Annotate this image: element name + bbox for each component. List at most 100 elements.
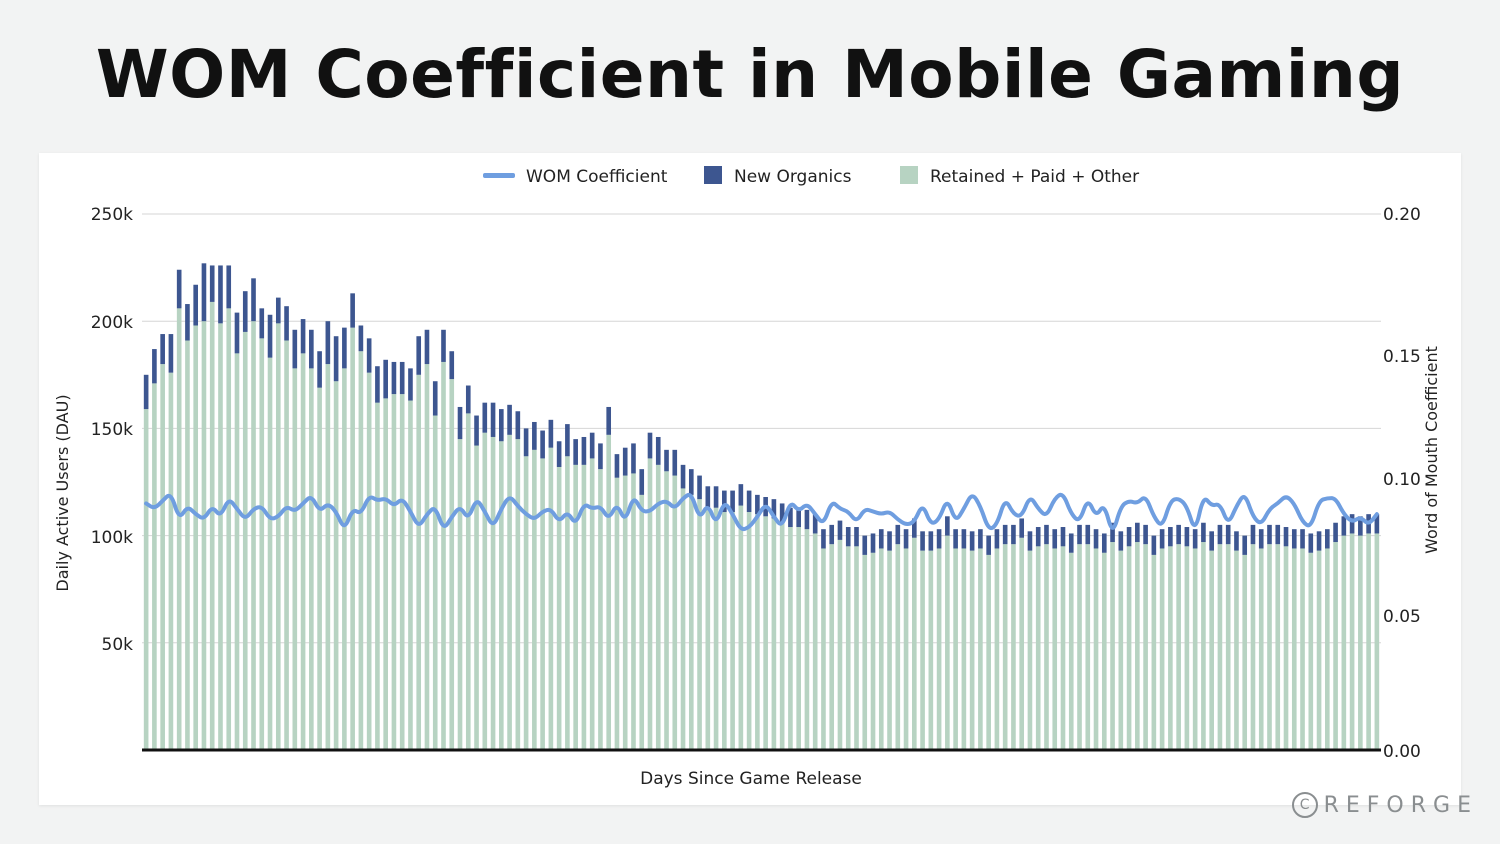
retained-bar: [1184, 546, 1190, 750]
new-organics-bar: [738, 484, 744, 506]
new-organics-bar: [887, 531, 892, 551]
retained-bar: [1300, 548, 1305, 750]
new-organics-bar: [1349, 514, 1355, 534]
retained-bar: [441, 361, 446, 750]
new-organics-bar: [878, 529, 884, 549]
legend-wom-label: WOM Coefficient: [526, 167, 668, 187]
retained-bar: [713, 507, 719, 750]
retained-bar: [1159, 548, 1165, 750]
new-organics-bar: [1027, 531, 1033, 551]
new-organics-bar: [499, 409, 504, 442]
retained-bar: [540, 458, 545, 750]
retained-bar: [837, 539, 843, 750]
new-organics-bar: [854, 527, 859, 547]
new-organics-bar: [664, 449, 669, 472]
new-organics-bar: [1217, 524, 1223, 545]
retained-bar: [1077, 544, 1082, 750]
retained-bar: [854, 546, 859, 750]
new-organics-bar: [399, 361, 405, 395]
new-organics-bar: [581, 436, 587, 465]
new-organics-bar: [234, 312, 240, 354]
retained-bar: [1201, 542, 1206, 750]
new-organics-bar: [639, 469, 645, 495]
new-organics-bar: [1308, 533, 1314, 553]
left-tick-50k: 50k: [102, 635, 134, 655]
retained-bar: [779, 522, 785, 750]
legend-retained-swatch: [900, 166, 918, 184]
retained-bar: [201, 321, 207, 750]
retained-bar: [515, 439, 521, 750]
new-organics-bar: [342, 327, 347, 369]
new-organics-bar: [945, 516, 950, 536]
retained-bar: [548, 447, 554, 750]
retained-bar: [1209, 550, 1214, 750]
retained-bar: [903, 548, 909, 750]
right-tick-0.00: 0.00: [1383, 742, 1421, 762]
new-organics-bar: [317, 351, 322, 388]
retained-bar: [1143, 544, 1148, 750]
retained-bar: [1126, 546, 1132, 750]
new-organics-bar: [1126, 527, 1132, 547]
legend: WOM Coefficient New Organics Retained + …: [483, 166, 1139, 187]
retained-bar: [1110, 542, 1115, 750]
new-organics-bar: [862, 535, 868, 555]
new-organics-bar: [903, 529, 909, 549]
new-organics-bar: [300, 319, 306, 354]
new-organics-bar: [185, 304, 190, 341]
retained-bar: [168, 372, 174, 750]
retained-bar: [366, 372, 372, 750]
retained-bar: [143, 409, 149, 750]
retained-bar: [912, 537, 917, 750]
new-organics-bar: [1110, 522, 1115, 543]
new-organics-bar: [845, 527, 851, 547]
brand-name: REFORGE: [1323, 792, 1478, 818]
new-organics-bar: [647, 432, 653, 459]
retained-bar: [1316, 550, 1322, 750]
new-organics-bar: [1333, 522, 1338, 543]
new-organics-bar: [1002, 524, 1008, 545]
retained-bar: [300, 353, 306, 750]
page-title: WOM Coefficient in Mobile Gaming: [95, 36, 1405, 113]
retained-bar: [1275, 544, 1281, 750]
retained-bar: [160, 364, 165, 750]
retained-bar: [829, 544, 835, 750]
new-organics-bar: [953, 529, 958, 549]
new-organics-bar: [482, 402, 488, 433]
copyright-icon: C: [1291, 792, 1318, 818]
y-axis-left-title: Daily Active Users (DAU): [53, 394, 72, 591]
legend-new-organics-label: New Organics: [734, 167, 852, 187]
retained-bar: [1349, 533, 1355, 750]
retained-bar: [1002, 544, 1008, 750]
new-organics-bar: [606, 406, 612, 435]
retained-bar: [218, 323, 223, 750]
retained-bar: [1325, 548, 1330, 750]
retained-bar: [862, 554, 868, 750]
retained-bar: [614, 477, 620, 750]
new-organics-bar: [408, 368, 413, 401]
new-organics-bar: [912, 518, 917, 538]
retained-bar: [507, 434, 512, 750]
retained-bar: [705, 507, 711, 750]
retained-bar: [631, 473, 636, 750]
new-organics-bar: [1291, 529, 1297, 549]
new-organics-bar: [284, 306, 289, 341]
y-axis-right-title: Word of Mouth Coefficient: [1422, 346, 1441, 554]
new-organics-bar: [1035, 527, 1041, 547]
retained-bar: [722, 512, 727, 750]
retained-bar: [1291, 548, 1297, 750]
retained-bar: [1011, 544, 1016, 750]
new-organics-bar: [1019, 518, 1025, 538]
retained-bar: [887, 550, 892, 750]
new-organics-bar: [193, 284, 199, 326]
retained-bar: [275, 323, 281, 750]
new-organics-bar: [1258, 529, 1264, 549]
new-organics-bar: [1283, 527, 1289, 547]
retained-bar: [375, 402, 380, 750]
retained-bar: [490, 436, 496, 750]
retained-bar: [945, 535, 950, 750]
retained-bar: [1242, 554, 1248, 750]
retained-bar: [928, 550, 934, 750]
retained-bar: [523, 456, 529, 750]
new-organics-bar: [1101, 533, 1107, 553]
new-organics-bar: [366, 338, 372, 373]
